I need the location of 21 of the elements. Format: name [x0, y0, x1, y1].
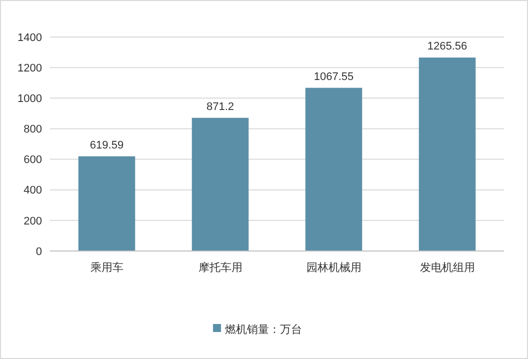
x-tick-label: 园林机械用 — [306, 261, 362, 274]
y-tick-label: 1200 — [18, 62, 42, 74]
bar — [305, 88, 362, 251]
y-tick-label: 1000 — [18, 92, 42, 105]
legend-label: 燃机销量：万台 — [225, 322, 302, 336]
data-label: 1265.56 — [427, 40, 468, 53]
data-label: 1067.55 — [314, 70, 354, 83]
bar — [418, 58, 476, 251]
y-tick-label: 400 — [24, 184, 42, 197]
data-label: 871.2 — [206, 100, 234, 113]
y-tick-label: 0 — [36, 246, 42, 258]
bar — [192, 118, 249, 251]
x-tick-label: 摩托车用 — [198, 261, 242, 274]
bar — [78, 156, 136, 251]
y-tick-label: 1400 — [18, 32, 42, 44]
y-tick-label: 800 — [24, 124, 42, 136]
data-label: 619.59 — [90, 139, 124, 152]
x-tick-label: 乘用车 — [90, 261, 124, 274]
y-tick-label: 600 — [24, 154, 42, 166]
x-tick-label: 发电机组用 — [420, 261, 475, 274]
y-tick-label: 200 — [24, 215, 42, 228]
